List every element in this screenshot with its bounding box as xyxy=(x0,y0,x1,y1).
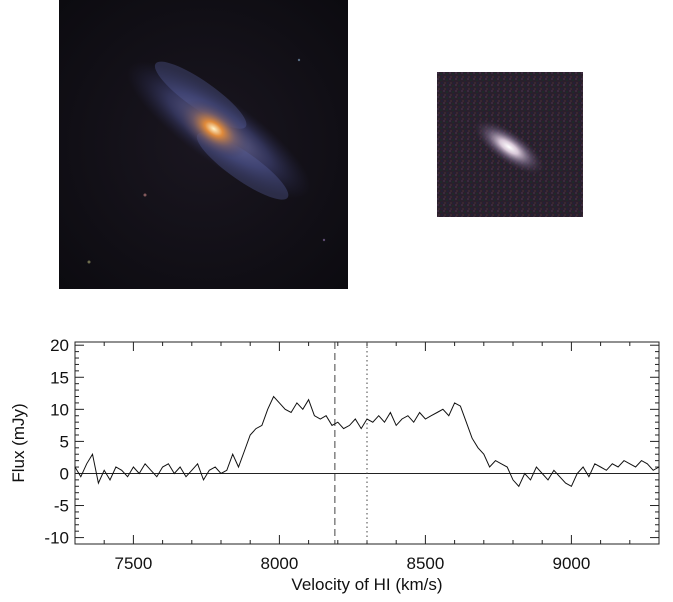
y-tick-labels: 20 15 10 5 0 -5 -10 xyxy=(44,336,69,547)
noisy-galaxy-image xyxy=(437,72,583,217)
x-tick-labels: 7500 8000 8500 9000 xyxy=(114,554,590,573)
x-tick-label: 8000 xyxy=(260,554,298,573)
y-tick-label: 5 xyxy=(60,432,69,451)
y-axis-title: Flux (mJy) xyxy=(9,403,28,482)
flux-series-line xyxy=(74,395,660,488)
x-tick-label: 9000 xyxy=(552,554,590,573)
y-tick-label: 0 xyxy=(60,464,69,483)
axis-ticks xyxy=(74,342,660,545)
spiral-galaxy-image xyxy=(59,0,348,289)
y-tick-label: -10 xyxy=(44,529,69,548)
x-axis-title: Velocity of HI (km/s) xyxy=(291,575,442,594)
y-tick-label: -5 xyxy=(54,497,69,516)
x-tick-label: 8500 xyxy=(406,554,444,573)
y-tick-label: 15 xyxy=(50,368,69,387)
hi-spectrum-chart: 7500 8000 8500 9000 20 15 10 5 0 -5 -10 Velocity … xyxy=(9,336,660,594)
y-tick-label: 20 xyxy=(50,336,69,355)
y-tick-label: 10 xyxy=(50,400,69,419)
galaxy-optical-small xyxy=(437,72,583,217)
x-tick-label: 7500 xyxy=(114,554,152,573)
galaxy-optical-large xyxy=(59,0,348,289)
